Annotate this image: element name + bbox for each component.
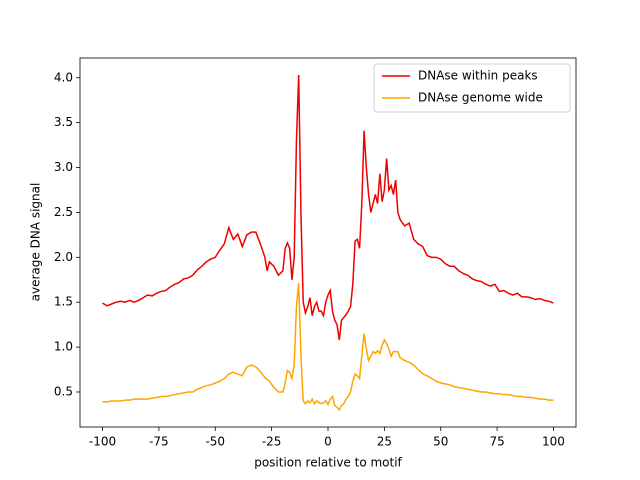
y-tick-label: 2.5 (54, 205, 73, 219)
x-tick-label: -50 (205, 435, 225, 449)
x-tick-label: 50 (433, 435, 448, 449)
x-axis-label: position relative to motif (254, 456, 402, 470)
legend-label: DNAse genome wide (418, 91, 543, 105)
x-tick-label: 25 (377, 435, 392, 449)
x-tick-label: -25 (262, 435, 282, 449)
data-line (102, 283, 554, 412)
x-tick-label: 100 (542, 435, 565, 449)
y-tick-label: 1.0 (54, 340, 73, 354)
x-tick-label: -75 (149, 435, 169, 449)
data-line (102, 75, 554, 341)
y-tick-label: 3.0 (54, 160, 73, 174)
legend-box (373, 63, 571, 113)
x-tick-label: -100 (89, 435, 116, 449)
x-tick-label: 75 (489, 435, 504, 449)
y-tick-label: 3.5 (54, 115, 73, 129)
y-axis-label: average DNA signal (29, 183, 43, 302)
y-tick-label: 0.5 (54, 384, 73, 398)
x-tick-label: 0 (324, 435, 332, 449)
y-tick-label: 1.5 (54, 295, 73, 309)
y-tick-label: 4.0 (54, 70, 73, 84)
y-tick-label: 2.0 (54, 250, 73, 264)
legend-label: DNAse within peaks (418, 69, 538, 83)
plot-frame (79, 57, 577, 428)
